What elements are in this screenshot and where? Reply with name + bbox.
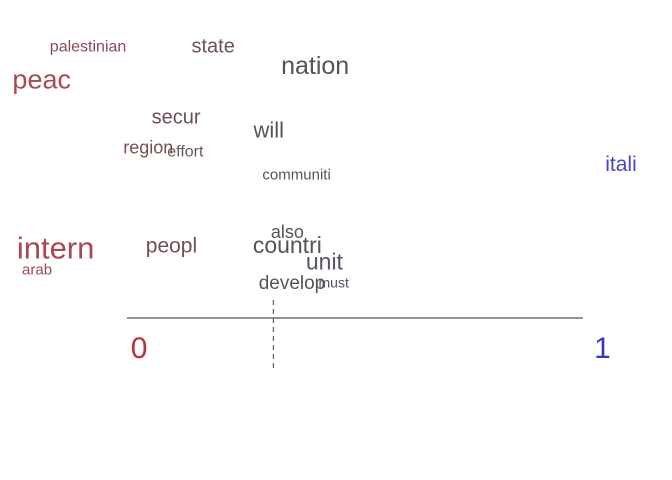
word-point-unit: unit <box>306 249 344 275</box>
tick-label-0: 0 <box>131 332 148 365</box>
word-point-itali: itali <box>605 153 637 176</box>
word-point-also: also <box>271 222 304 242</box>
word-point-region: region <box>123 137 173 157</box>
word-point-effort: effort <box>167 143 204 160</box>
word-point-intern: intern <box>17 230 95 265</box>
word-point-arab: arab <box>22 261 52 278</box>
word-point-must: must <box>319 275 349 291</box>
word-point-peopl: peopl <box>146 234 197 257</box>
word-point-countri: countri <box>253 232 322 258</box>
word-point-develop: develop <box>259 273 326 294</box>
word-point-nation: nation <box>281 52 349 80</box>
word-point-communiti: communiti <box>262 167 330 184</box>
tick-label-1: 1 <box>594 332 611 365</box>
word-point-palestinian: palestinian <box>50 39 127 56</box>
word-point-will: will <box>253 118 285 143</box>
word-point-state: state <box>192 36 235 58</box>
tick-sublabel-1: (Topic 8) <box>545 368 660 401</box>
word-point-secur: secur <box>152 107 201 129</box>
word-point-peac: peac <box>12 64 71 94</box>
tick-sublabel-0: (Topic 8) <box>82 368 197 401</box>
